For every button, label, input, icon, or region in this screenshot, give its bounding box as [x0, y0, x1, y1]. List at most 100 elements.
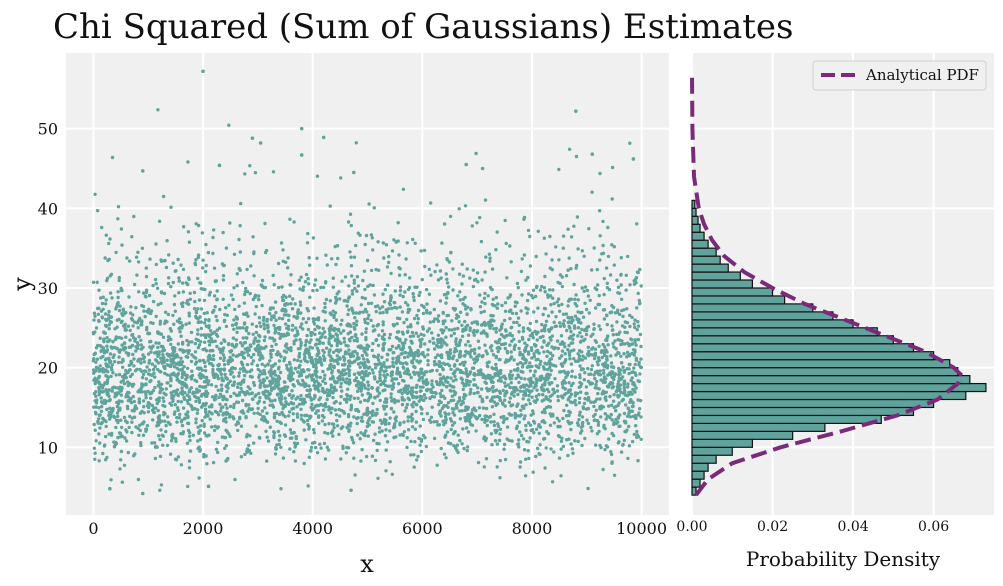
scatter-point [332, 313, 336, 318]
scatter-point [146, 401, 150, 405]
scatter-point [455, 358, 459, 363]
scatter-point [164, 393, 168, 397]
scatter-point [439, 353, 444, 357]
scatter-point [458, 370, 463, 375]
scatter-point [359, 459, 363, 463]
scatter-point [472, 391, 476, 396]
scatter-point [108, 352, 113, 356]
scatter-point [180, 281, 185, 285]
scatter-point [534, 427, 539, 431]
scatter-point [531, 470, 535, 474]
scatter-point [221, 346, 226, 350]
scatter-point [598, 258, 602, 262]
scatter-point [156, 108, 160, 112]
scatter-point [271, 348, 275, 352]
scatter-point [380, 305, 385, 309]
scatter-point [300, 378, 305, 383]
scatter-point [520, 293, 524, 297]
scatter-point [262, 322, 266, 326]
scatter-point [328, 311, 332, 315]
scatter-point [447, 328, 451, 332]
scatter-point [574, 266, 578, 270]
scatter-point [438, 269, 443, 273]
scatter-point [478, 394, 482, 399]
scatter-point [392, 426, 396, 430]
scatter-point [508, 244, 512, 248]
scatter-point [96, 343, 100, 348]
scatter-point [592, 327, 596, 332]
scatter-point [97, 306, 101, 310]
scatter-point [636, 337, 641, 342]
scatter-point [637, 302, 642, 306]
scatter-point [258, 379, 262, 383]
scatter-point [273, 300, 278, 304]
scatter-point [413, 427, 417, 431]
scatter-point [533, 383, 538, 387]
scatter-point [441, 310, 445, 315]
scatter-point [230, 342, 234, 347]
scatter-point [610, 370, 614, 374]
scatter-point [186, 366, 190, 370]
scatter-point [108, 291, 113, 295]
scatter-point [198, 281, 202, 285]
scatter-point [447, 350, 452, 354]
scatter-point [252, 380, 256, 385]
scatter-point [198, 448, 203, 452]
scatter-point [323, 335, 327, 339]
scatter-point [570, 369, 574, 373]
scatter-point [398, 433, 402, 437]
scatter-point [585, 418, 589, 422]
scatter-point [258, 412, 262, 417]
scatter-point [586, 345, 590, 349]
scatter-point [288, 428, 293, 432]
scatter-point [488, 323, 492, 327]
scatter-point [217, 395, 221, 400]
scatter-point [571, 451, 575, 455]
scatter-point [483, 438, 488, 443]
scatter-point [433, 269, 437, 274]
scatter-point [490, 302, 495, 307]
scatter-point [460, 262, 464, 266]
scatter-point [310, 441, 315, 445]
scatter-point [533, 329, 537, 334]
scatter-point [176, 408, 180, 412]
scatter-point [478, 215, 482, 220]
scatter-point [401, 187, 406, 191]
scatter-point [424, 396, 428, 400]
scatter-point [284, 295, 288, 299]
scatter-point [517, 330, 521, 334]
scatter-point [296, 308, 300, 312]
scatter-point [323, 402, 328, 406]
scatter-point [306, 484, 310, 488]
scatter-point [398, 421, 402, 425]
scatter-point [601, 467, 605, 472]
scatter-point [428, 311, 432, 315]
scatter-point [578, 380, 582, 385]
scatter-point [141, 291, 146, 295]
scatter-point [567, 336, 572, 340]
scatter-point [224, 246, 229, 250]
scatter-point [373, 396, 377, 400]
scatter-point [603, 412, 607, 416]
scatter-point [509, 350, 513, 354]
scatter-point [252, 383, 257, 387]
scatter-point [490, 443, 494, 447]
scatter-point [406, 415, 410, 419]
scatter-point [142, 360, 147, 364]
scatter-point [377, 442, 381, 446]
scatter-point [619, 256, 623, 260]
scatter-point [272, 323, 276, 328]
scatter-point [562, 361, 566, 365]
scatter-point [513, 413, 517, 417]
scatter-point [402, 420, 406, 424]
scatter-point [564, 391, 568, 396]
scatter-point [228, 434, 232, 439]
scatter-point [354, 333, 358, 337]
scatter-point [582, 254, 586, 258]
scatter-point [208, 417, 212, 421]
scatter-point [151, 283, 155, 288]
scatter-point [207, 339, 211, 343]
scatter-point [449, 367, 453, 371]
scatter-point [612, 473, 617, 477]
